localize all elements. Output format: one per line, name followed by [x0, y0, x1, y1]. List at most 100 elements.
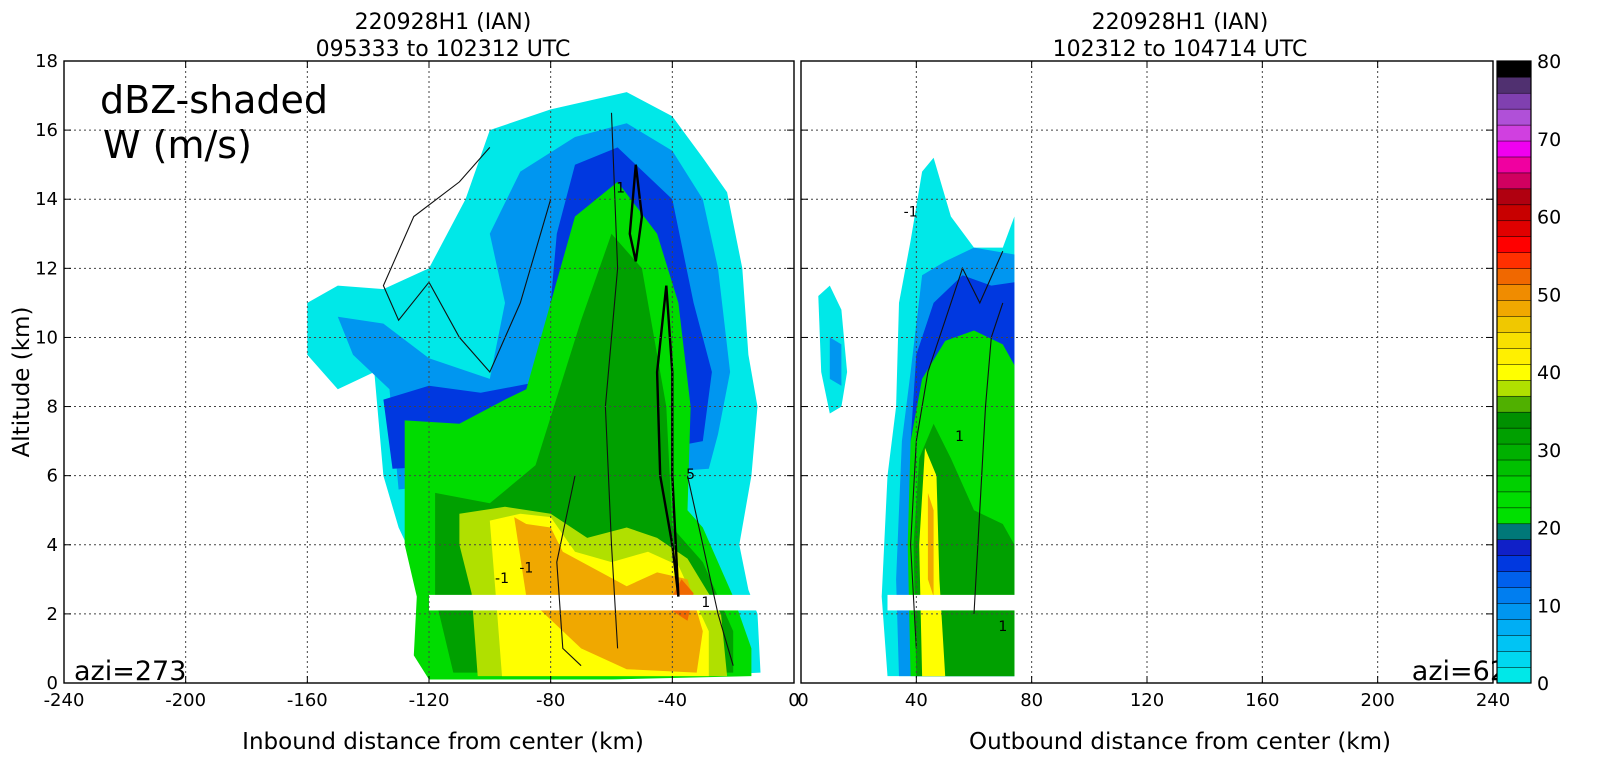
colorbar-frame: [1496, 60, 1532, 684]
colorbar-tick-label: 30: [1537, 440, 1561, 462]
colorbar-cell: [1496, 331, 1532, 349]
y-tick-label: 14: [35, 189, 58, 210]
plot-frame: [800, 60, 1494, 684]
contour-label: -1: [904, 205, 918, 221]
x-axis-label-inbound: Inbound distance from center (km): [242, 729, 644, 755]
annotation-dbz-shaded: dBZ-shaded: [100, 78, 328, 122]
colorbar-cell: [1496, 427, 1532, 445]
colorbar-tick-label: 20: [1537, 518, 1561, 540]
colorbar-cell: [1496, 284, 1532, 301]
y-tick-label: 6: [47, 466, 58, 487]
colorbar-cell: [1496, 299, 1532, 317]
echo-shade-band: [927, 492, 934, 597]
x-tick-label: -120: [409, 690, 450, 711]
panel-1-title: 220928H1 (IAN): [355, 10, 532, 35]
x-tick-label: 80: [1020, 690, 1043, 711]
colorbar-cell: [1496, 603, 1532, 620]
colorbar-cell: [1496, 507, 1532, 525]
x-tick-label: 240: [1476, 690, 1510, 711]
x-tick-label: 160: [1245, 690, 1279, 711]
panel-2-title: 220928H1 (IAN): [1092, 10, 1269, 35]
x-tick-label: -200: [165, 690, 206, 711]
contour-label: 5: [686, 467, 695, 483]
colorbar-cell: [1496, 92, 1532, 110]
colorbar-cell: [1496, 618, 1532, 636]
plot-area-outbound: 0 40 80 120 160 200 240 -1 1 1: [797, 60, 1510, 711]
colorbar-cell: [1496, 268, 1532, 285]
colorbar-cell: [1496, 539, 1532, 556]
data-gap-band: [887, 594, 1032, 611]
colorbar-cell: [1496, 587, 1532, 604]
colorbar-cell: [1496, 172, 1532, 190]
x-tick-label: 40: [905, 690, 928, 711]
x-axis-label-outbound: Outbound distance from center (km): [969, 729, 1391, 755]
x-tick-label: 0: [788, 690, 799, 711]
echo-shade-band: [829, 337, 842, 386]
colorbar-cell: [1496, 124, 1532, 142]
y-tick-label: 10: [35, 327, 58, 348]
panel-outbound: 220928H1 (IAN) 102312 to 104714 UTC 0 40 8…: [797, 10, 1510, 755]
contour-label: 1: [998, 619, 1007, 635]
colorbar-cell: [1496, 252, 1532, 269]
echo-shade-band: [514, 517, 703, 673]
data-gap-band: [429, 594, 758, 611]
colorbar-cell: [1496, 666, 1532, 684]
contour-label: 1: [701, 595, 710, 611]
contour-label: -1: [495, 571, 509, 587]
colorbar-cell: [1496, 634, 1532, 652]
colorbar-cell: [1496, 140, 1532, 158]
colorbar-cell: [1496, 395, 1532, 413]
colorbar-tick-label: 80: [1537, 51, 1561, 73]
colorbar-cell: [1496, 204, 1532, 222]
plot-area-inbound: -240 -200 -160 -120 -80 -40 0 0 2 4 6 8 10 12 14 16 18 -1…: [35, 51, 800, 711]
colorbar-cell: [1496, 491, 1532, 509]
y-tick-label: 2: [47, 604, 58, 625]
colorbar-cell: [1496, 188, 1532, 206]
colorbar-cell: [1496, 475, 1532, 493]
colorbar-cell: [1496, 459, 1532, 477]
x-tick-label: 200: [1360, 690, 1394, 711]
plot-frame: [63, 60, 795, 684]
colorbar-cell: [1496, 347, 1532, 365]
colorbar-cell: [1496, 411, 1532, 429]
x-tick-label: 0: [797, 690, 808, 711]
colorbar-tick-label: 70: [1537, 129, 1561, 151]
colorbar-cell: [1496, 108, 1532, 126]
colorbar-cell: [1496, 379, 1532, 397]
colorbar-tick-label: 50: [1537, 284, 1561, 306]
y-tick-label: 0: [47, 673, 58, 694]
y-tick-label: 16: [35, 120, 58, 141]
w-contour-line: [686, 475, 734, 666]
colorbar-cell: [1496, 76, 1532, 94]
x-tick-label: 120: [1130, 690, 1164, 711]
colorbar-cell: [1496, 363, 1532, 381]
x-tick-label: -240: [44, 690, 85, 711]
colorbar-tick-label: 60: [1537, 207, 1561, 229]
y-tick-label: 18: [35, 51, 58, 72]
panel-inbound: 220928H1 (IAN) 095333 to 102312 UTC -240…: [9, 10, 800, 755]
y-tick-label: 12: [35, 258, 58, 279]
annotation-azimuth-inbound: azi=273: [74, 656, 186, 687]
annotation-azimuth-outbound: azi=62: [1412, 656, 1507, 687]
panel-1-subtitle: 095333 to 102312 UTC: [316, 37, 571, 62]
colorbar-cell: [1496, 555, 1532, 572]
colorbar-cell: [1496, 315, 1532, 333]
x-tick-label: -160: [287, 690, 328, 711]
y-tick-label: 8: [47, 397, 58, 418]
colorbar-tick-label: 0: [1537, 673, 1549, 695]
colorbar-cell: [1496, 650, 1532, 668]
annotation-w-units: W (m/s): [103, 123, 252, 167]
colorbar-cell: [1496, 220, 1532, 237]
w-contour-line: [910, 250, 1004, 649]
x-tick-label: -40: [658, 690, 687, 711]
panel-2-subtitle: 102312 to 104714 UTC: [1053, 37, 1308, 62]
x-tick-label: -80: [536, 690, 565, 711]
colorbar-cell: [1496, 236, 1532, 253]
colorbar-cell: [1496, 571, 1532, 588]
y-axis-label: Altitude (km): [9, 307, 35, 458]
colorbar-tick-label: 10: [1537, 595, 1561, 617]
w-contour-line: [655, 285, 680, 597]
y-tick-label: 4: [47, 535, 58, 556]
colorbar-cell: [1496, 60, 1532, 78]
